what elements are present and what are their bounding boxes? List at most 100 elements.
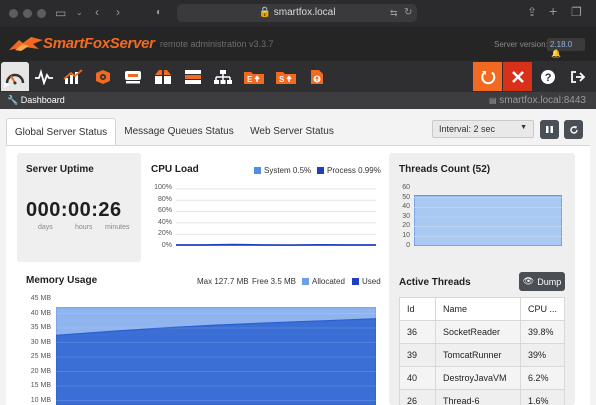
analytics-button[interactable] (59, 62, 87, 91)
y-tick-label: 60 (402, 184, 410, 191)
halt-button[interactable] (503, 62, 532, 91)
table-row[interactable]: 39 TomcatRunner 39% (399, 343, 565, 367)
memory-title: Memory Usage (26, 275, 98, 286)
legend-swatch (302, 278, 309, 285)
bans-icon (185, 69, 201, 84)
tab-global-server-status[interactable]: Global Server Status (6, 118, 116, 145)
dashboard-icon (5, 73, 25, 84)
tab-web-server-status[interactable]: Web Server Status (242, 118, 342, 145)
new-tab-icon[interactable]: + (549, 3, 558, 19)
interval-select[interactable]: Interval: 2 sec ▼ (432, 120, 534, 138)
y-tick-label: 30 MB (30, 338, 51, 346)
column-header-cpu[interactable]: CPU ... (520, 297, 565, 321)
y-tick-label: 20 MB (30, 367, 51, 375)
zone-icon (155, 69, 171, 84)
file-upload-icon (311, 69, 323, 84)
main-toolbar: E S ? (0, 61, 596, 92)
y-tick-label: 80% (157, 195, 172, 203)
bans-button[interactable] (179, 62, 207, 91)
y-tick-label: 35 MB (30, 324, 51, 331)
forward-icon[interactable]: › (116, 5, 120, 19)
share-icon[interactable]: ⇪ (527, 5, 538, 19)
thread-id: 36 (399, 320, 436, 344)
y-tick-label: 20% (157, 230, 172, 237)
table-row[interactable]: 26 Thread-6 1.6% (399, 389, 565, 405)
thread-cpu: 39.8% (520, 320, 565, 344)
server-version-badge[interactable]: 2.18.0🔔 (547, 38, 585, 58)
column-header-name[interactable]: Name (435, 297, 521, 321)
tab-overview-icon[interactable]: ❐ (571, 5, 582, 19)
uptime-days-label: days (38, 224, 53, 231)
table-row[interactable]: 40 DestroyJavaVM 6.2% (399, 366, 565, 390)
help-button[interactable]: ? (535, 62, 561, 91)
file-upload-button[interactable] (303, 62, 331, 91)
server-host-value: smartfox.local:8443 (499, 95, 586, 106)
translate-icon[interactable]: ⇆ (390, 8, 398, 18)
y-tick-label: 40 MB (30, 309, 51, 317)
y-tick-label: 20 (402, 222, 410, 230)
threads-table: Id Name CPU ... 36 SocketReader 39.8% 39… (399, 297, 565, 405)
dump-button[interactable]: 👁 Dump (519, 272, 565, 291)
threads-count-title: Threads Count (52) (399, 164, 491, 175)
back-icon[interactable]: ‹ (95, 5, 99, 19)
thread-name: TomcatRunner (435, 343, 521, 367)
column-header-id[interactable]: Id (399, 297, 436, 321)
servlet-deploy-button[interactable]: S (271, 62, 301, 91)
y-tick-label: 0% (161, 241, 172, 249)
thread-name: SocketReader (435, 320, 521, 344)
y-tick-label: 100% (154, 184, 172, 191)
legend-label: Allocated (312, 277, 345, 286)
uptime-hours-label: hours (75, 224, 93, 231)
thread-id: 39 (399, 343, 436, 367)
server-config-button[interactable] (119, 62, 147, 91)
mouse-cursor-icon: ➤ (2, 80, 11, 91)
tab-message-queues-status[interactable]: Message Queues Status (118, 118, 240, 145)
zone-config-button[interactable] (149, 62, 177, 91)
privacy-shield-icon[interactable]: ◐ (156, 7, 163, 18)
uptime-minutes-label: minutes (105, 224, 130, 231)
configurator-button[interactable] (89, 62, 117, 91)
thread-name: Thread-6 (435, 389, 521, 405)
extension-deploy-button[interactable]: E (239, 62, 269, 91)
cpu-legend-process: Process 0.99% (317, 166, 381, 175)
breadcrumb: 🔧 Dashboard (7, 95, 65, 106)
sidebar-toggle-icon[interactable]: ▭ (55, 6, 67, 20)
chevron-down-icon[interactable]: ⌄ (76, 8, 83, 17)
memory-chart (56, 299, 376, 405)
thread-cpu: 39% (520, 343, 565, 367)
svg-text:?: ? (545, 72, 552, 84)
refresh-button[interactable] (564, 120, 583, 139)
thread-id: 26 (399, 389, 436, 405)
y-tick-label: 30 (402, 212, 410, 220)
server-version-label: Server version: (494, 40, 548, 49)
restart-icon (480, 70, 495, 84)
address-bar[interactable]: 🔒 smartfox.local ⇆ ↻ (177, 4, 417, 22)
server-version-value: 2.18.0 (550, 40, 573, 49)
cpu-title: CPU Load (151, 164, 199, 175)
reload-icon[interactable]: ↻ (404, 7, 413, 18)
legend-label: System 0.5% (264, 166, 312, 175)
restart-button[interactable] (473, 62, 502, 91)
dashboard-button[interactable] (1, 62, 29, 91)
uptime-value: 000:00:26 (26, 199, 122, 221)
cpu-legend-system: System 0.5% (254, 166, 311, 175)
cluster-button[interactable] (209, 62, 237, 91)
y-tick-label: 50 (402, 193, 410, 201)
close-window-button[interactable] (9, 9, 18, 18)
y-tick-label: 10 (402, 232, 410, 239)
pause-icon (546, 126, 553, 133)
minimize-window-button[interactable] (23, 9, 32, 18)
tab-divider (6, 145, 590, 146)
maximize-window-button[interactable] (37, 9, 46, 18)
address-text[interactable]: 🔒 smartfox.local (258, 7, 336, 18)
logout-icon (571, 70, 586, 83)
monitor-button[interactable] (30, 62, 58, 91)
y-tick-label: 0 (406, 241, 410, 249)
pause-button[interactable] (540, 120, 559, 139)
logout-button[interactable] (565, 62, 591, 91)
fox-logo-icon (9, 37, 43, 51)
thread-cpu: 1.6% (520, 389, 565, 405)
url-value[interactable]: smartfox.local (273, 7, 336, 18)
table-row[interactable]: 36 SocketReader 39.8% (399, 320, 565, 344)
